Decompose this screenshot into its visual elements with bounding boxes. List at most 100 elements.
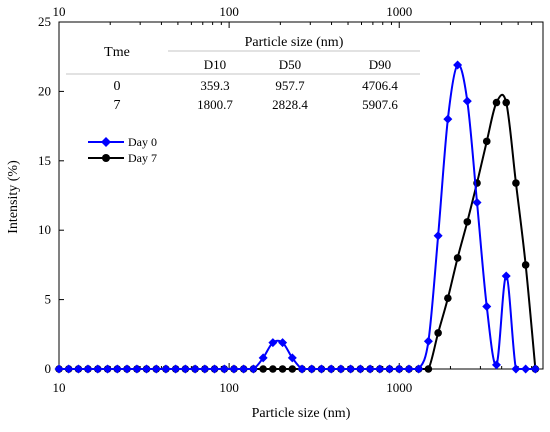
data-point <box>463 218 472 226</box>
data-point <box>278 365 287 373</box>
table-col-d10: D10 <box>204 57 226 72</box>
data-point <box>112 364 122 374</box>
data-point <box>511 364 521 374</box>
data-point <box>530 364 540 374</box>
data-point <box>73 364 83 374</box>
legend-label-day7: Day 7 <box>128 151 157 165</box>
data-point <box>501 271 511 281</box>
table-cell-0-d10: 359.3 <box>200 78 229 93</box>
data-point <box>336 364 346 374</box>
x-tick-label-bottom: 1000 <box>386 380 412 395</box>
data-point <box>307 364 317 374</box>
data-point <box>433 231 443 241</box>
data-point <box>444 294 452 303</box>
data-point <box>269 365 277 373</box>
data-point <box>453 254 462 262</box>
data-point <box>375 364 385 374</box>
data-point <box>287 353 297 363</box>
data-point <box>248 364 258 374</box>
data-point <box>151 364 161 374</box>
series-layer <box>54 60 540 374</box>
table-col-d50: D50 <box>279 57 301 72</box>
data-point <box>346 364 356 374</box>
data-point <box>229 364 239 374</box>
data-point <box>434 329 442 337</box>
table-row-header: Tme <box>104 45 130 60</box>
data-point <box>190 364 200 374</box>
table-cell-1-d50: 2828.4 <box>272 97 308 112</box>
y-tick-label: 15 <box>38 153 51 168</box>
legend-marker-day7 <box>102 154 110 162</box>
y-tick-label: 5 <box>45 292 52 307</box>
data-point <box>200 364 210 374</box>
data-point <box>365 364 375 374</box>
data-point <box>443 114 453 124</box>
table-row-label-1: 7 <box>114 98 121 113</box>
data-point <box>453 60 463 70</box>
table-cell-1-d10: 1800.7 <box>197 97 233 112</box>
data-point <box>326 364 336 374</box>
data-point <box>462 96 472 106</box>
table-cell-1-d90: 5907.6 <box>362 97 398 112</box>
data-point <box>171 364 181 374</box>
series-day-0 <box>54 60 540 374</box>
legend: Day 0 Day 7 <box>88 135 157 165</box>
data-point <box>161 364 171 374</box>
x-tick-label-bottom: 100 <box>219 380 239 395</box>
data-point <box>93 364 103 374</box>
data-point <box>210 364 220 374</box>
data-point <box>64 364 74 374</box>
data-point <box>492 98 501 107</box>
data-point <box>521 364 531 374</box>
data-point <box>142 364 152 374</box>
data-point <box>122 364 132 374</box>
data-point <box>355 364 365 374</box>
data-point <box>414 364 424 374</box>
data-point <box>521 261 530 269</box>
data-point <box>219 364 229 374</box>
data-point <box>54 364 64 374</box>
x-axis-title: Particle size (nm) <box>252 406 351 421</box>
data-point <box>132 364 142 374</box>
data-table: Tme Particle size (nm) D10 D50 D90 0 359… <box>66 35 420 113</box>
table-cell-0-d90: 4706.4 <box>362 78 398 93</box>
y-tick-label: 10 <box>38 222 51 237</box>
data-point <box>288 365 297 373</box>
y-tick-label: 0 <box>45 361 52 376</box>
legend-label-day0: Day 0 <box>128 135 157 149</box>
legend-marker-day0 <box>101 137 111 147</box>
data-point <box>103 364 113 374</box>
y-axis-title: Intensity (%) <box>6 160 21 234</box>
x-tick-label-top: 10 <box>53 4 66 19</box>
x-tick-label-top: 1000 <box>386 4 412 19</box>
table-cell-0-d50: 957.7 <box>275 78 305 93</box>
data-point <box>512 179 520 187</box>
x-tick-label-top: 100 <box>219 4 239 19</box>
data-point <box>404 364 414 374</box>
data-point <box>258 353 268 363</box>
table-group-header: Particle size (nm) <box>245 35 344 50</box>
data-point <box>482 302 492 312</box>
data-point <box>491 360 501 370</box>
y-axis-ticks: 0 5 10 15 20 25 <box>38 14 64 376</box>
data-point <box>316 364 326 374</box>
data-point <box>385 364 395 374</box>
table-col-d90: D90 <box>369 57 391 72</box>
data-point <box>502 98 511 107</box>
data-point <box>394 364 404 374</box>
x-tick-label-bottom: 10 <box>53 380 66 395</box>
data-point <box>423 336 433 346</box>
data-point <box>278 338 288 348</box>
data-point <box>83 364 93 374</box>
data-point <box>268 338 278 348</box>
y-tick-label: 25 <box>38 14 51 29</box>
table-row-label-0: 0 <box>114 79 121 94</box>
data-point <box>180 364 190 374</box>
data-point <box>239 364 249 374</box>
data-point <box>259 365 267 373</box>
y-tick-label: 20 <box>38 83 51 98</box>
data-point <box>297 364 307 374</box>
data-point <box>424 365 433 373</box>
data-point <box>482 137 491 146</box>
